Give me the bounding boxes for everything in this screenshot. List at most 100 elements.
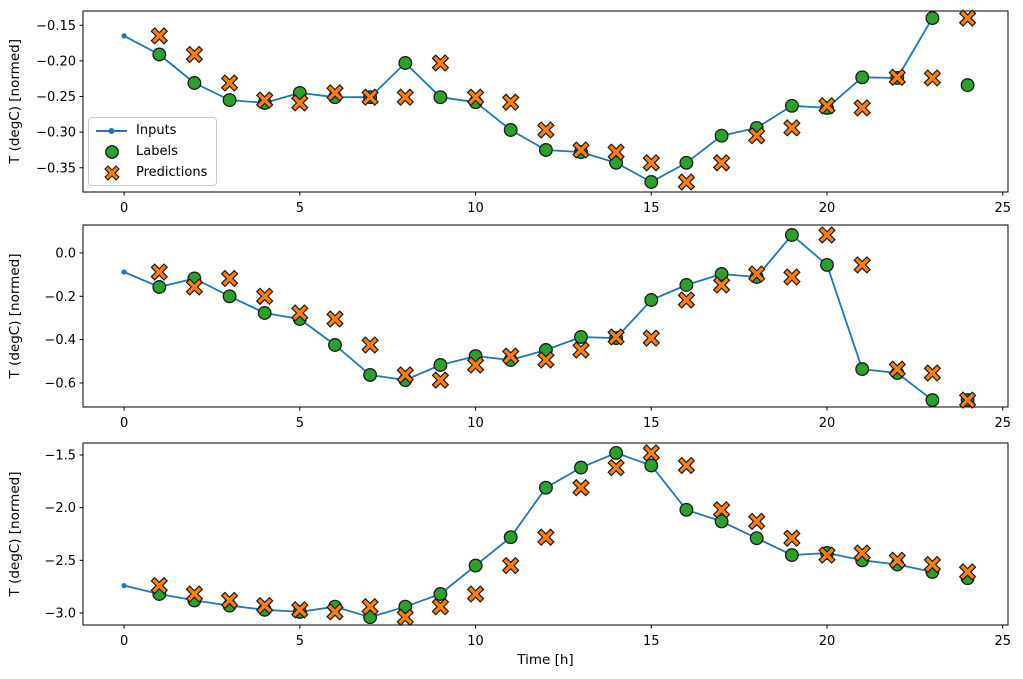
predictions-marker xyxy=(958,563,977,581)
y-axis-label: T (degC) [normed] xyxy=(7,472,23,598)
labels-marker xyxy=(574,330,588,344)
predictions-marker xyxy=(431,597,450,616)
inputs-line-swatch xyxy=(96,124,127,138)
x-tick-label: 15 xyxy=(643,634,660,649)
legend-item-labels: Labels xyxy=(96,141,207,162)
predictions-marker xyxy=(291,94,309,112)
labels-marker xyxy=(679,502,694,517)
labels-marker xyxy=(222,93,237,108)
predictions-marker xyxy=(642,154,661,172)
labels-marker xyxy=(679,278,694,292)
predictions-marker xyxy=(853,99,871,117)
labels-marker xyxy=(609,155,624,170)
y-tick-label: −0.15 xyxy=(36,19,76,34)
predictions-marker xyxy=(783,119,801,137)
predictions-marker xyxy=(291,601,309,619)
predictions-marker xyxy=(255,287,274,306)
labels-marker xyxy=(855,70,870,85)
legend-label-inputs: Inputs xyxy=(136,123,177,138)
labels-marker xyxy=(468,558,483,573)
predictions-marker xyxy=(958,9,977,27)
labels-marker xyxy=(609,445,624,460)
predictions-marker xyxy=(853,256,871,274)
axes-spines xyxy=(82,224,1009,408)
x-axis-label: Time [h] xyxy=(516,652,573,668)
predictions-marker xyxy=(642,444,661,462)
inputs-marker xyxy=(121,269,127,275)
predictions-marker xyxy=(431,54,450,72)
x-tick-label: 20 xyxy=(819,201,836,216)
x-tick-label: 25 xyxy=(994,634,1011,649)
y-tick-label: −0.6 xyxy=(44,376,76,391)
predictions-x-glyph xyxy=(103,164,120,181)
x-tick-label: 0 xyxy=(120,634,128,649)
predictions-marker xyxy=(607,143,625,161)
predictions-marker xyxy=(572,141,590,159)
y-tick-label: −0.4 xyxy=(44,333,76,348)
x-tick-label: 20 xyxy=(819,634,836,649)
labels-marker xyxy=(644,293,659,307)
predictions-marker xyxy=(572,478,590,497)
predictions-marker xyxy=(326,603,344,621)
y-tick-label: 0.0 xyxy=(55,246,76,261)
labels-marker xyxy=(538,143,553,157)
predictions-marker xyxy=(431,371,450,389)
x-tick-label: 5 xyxy=(296,416,304,431)
predictions-marker xyxy=(220,269,239,288)
y-tick-label: −0.25 xyxy=(36,90,76,105)
x-tick-label: 25 xyxy=(994,416,1011,431)
predictions-marker xyxy=(220,74,239,92)
x-tick-label: 10 xyxy=(467,201,484,216)
predictions-marker xyxy=(255,596,274,615)
predictions-marker xyxy=(501,556,520,575)
x-tick-label: 25 xyxy=(994,201,1011,216)
predictions-marker xyxy=(888,68,907,87)
labels-marker xyxy=(503,530,518,545)
predictions-marker xyxy=(677,456,696,475)
labels-marker xyxy=(328,338,342,352)
legend-label-predictions: Predictions xyxy=(136,165,208,180)
labels-marker xyxy=(679,155,694,170)
inputs-line xyxy=(123,452,933,619)
x-tick-label: 15 xyxy=(643,201,660,216)
predictions-marker xyxy=(361,336,379,354)
labels-marker xyxy=(433,358,448,372)
legend-item-inputs: Inputs xyxy=(96,120,207,141)
y-tick-label: −3.0 xyxy=(44,606,76,621)
labels-circle-glyph xyxy=(104,144,119,159)
x-tick-label: 5 xyxy=(296,201,304,216)
labels-marker xyxy=(363,367,378,382)
labels-marker xyxy=(644,458,659,473)
predictions-marker xyxy=(923,555,942,574)
labels-marker xyxy=(187,76,202,90)
axes-spines xyxy=(82,442,1009,626)
axes-spines xyxy=(82,10,1009,193)
predictions-marker xyxy=(747,512,766,531)
predictions-marker xyxy=(326,310,344,328)
predictions-marker xyxy=(537,121,555,139)
subplot-2: 0 5 10 15 20 25 0.0 −0.2 −0.4 −0.6 T (degC) [norme… xyxy=(7,224,1011,431)
predictions-marker xyxy=(853,544,871,562)
predictions-marker xyxy=(818,226,836,244)
predictions-marker xyxy=(783,268,801,286)
legend: Inputs Labels Predictions xyxy=(88,117,218,186)
predictions-marker xyxy=(783,529,801,547)
labels-marker xyxy=(433,90,448,105)
x-tick-label: 10 xyxy=(467,416,484,431)
predictions-marker xyxy=(712,276,731,294)
labels-marker xyxy=(538,480,553,495)
labels-marker xyxy=(152,47,167,62)
labels-marker xyxy=(925,11,940,26)
inputs-line-dot-glyph xyxy=(96,127,127,134)
predictions-marker xyxy=(747,126,766,145)
predictions-marker xyxy=(572,341,590,359)
labels-marker xyxy=(925,393,940,408)
legend-item-predictions: Predictions xyxy=(96,162,207,183)
predictions-marker xyxy=(888,360,907,378)
predictions-marker xyxy=(466,356,485,374)
labels-marker xyxy=(433,587,448,601)
y-tick-label: −2.0 xyxy=(44,501,76,516)
predictions-marker xyxy=(958,391,977,409)
y-tick-label: −0.2 xyxy=(44,290,76,305)
